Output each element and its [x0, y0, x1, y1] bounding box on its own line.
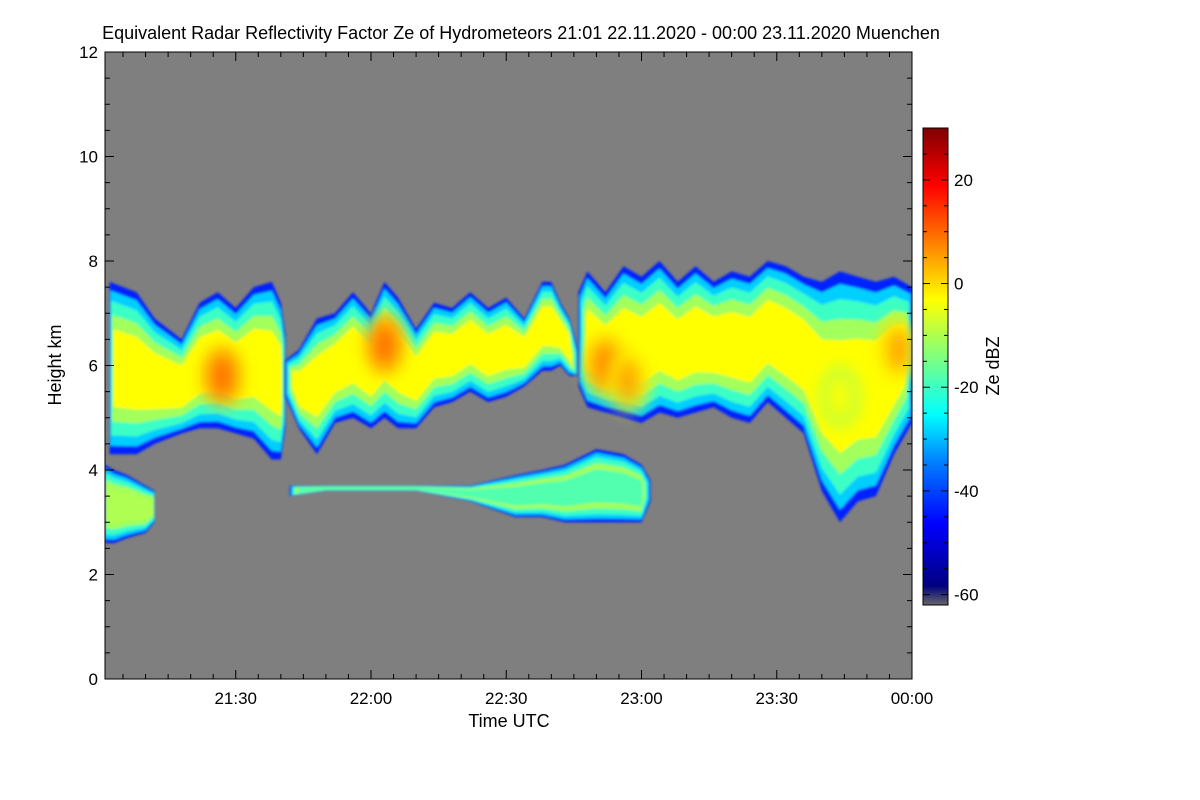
y-tick-label: 10 [79, 148, 98, 167]
x-tick-label: 23:30 [755, 689, 798, 708]
colorbar-tick-label: -60 [954, 586, 979, 605]
y-tick-label: 8 [89, 252, 98, 271]
echo-region [109, 281, 286, 460]
colorbar-label: Ze dBZ [983, 336, 1003, 395]
colorbar-axis: 20 0 -20 -40 -60 [923, 127, 979, 605]
echo-region [289, 449, 651, 523]
axes: 21:30 22:00 22:30 23:00 23:30 00:00 0 2 4 6 8 10 12 [79, 43, 933, 708]
colorbar-tick-label: -40 [954, 482, 979, 501]
colorbar-tick-label: 20 [954, 171, 973, 190]
reflectivity-core [876, 317, 912, 382]
echo-band [106, 486, 154, 523]
reflectivity-core [817, 364, 862, 429]
chart-title: Equivalent Radar Reflectivity Factor Ze … [102, 23, 940, 43]
x-tick-label: 22:00 [350, 689, 393, 708]
reflectivity-core [362, 312, 407, 377]
core-layer [200, 312, 912, 429]
echo-region [578, 261, 912, 523]
x-tick-label: 00:00 [891, 689, 934, 708]
y-tick-label: 4 [89, 461, 98, 480]
echo-layer [105, 261, 912, 544]
colorbar [922, 127, 949, 606]
colorbar-tick-label: -20 [954, 378, 979, 397]
echo-band [297, 469, 643, 507]
colorbar-tick-label: 0 [954, 275, 963, 294]
echo-region [105, 464, 155, 544]
y-tick-label: 2 [89, 566, 98, 585]
x-axis-label: Time UTC [468, 711, 549, 731]
x-tick-label: 22:30 [485, 689, 528, 708]
y-tick-label: 0 [89, 670, 98, 689]
x-tick-label: 23:00 [620, 689, 663, 708]
y-tick-label: 6 [89, 357, 98, 376]
echo-region [285, 281, 579, 455]
x-tick-label: 21:30 [214, 689, 257, 708]
echo-band [291, 306, 572, 417]
y-axis-label: Height km [45, 324, 65, 405]
reflectivity-core [605, 349, 650, 414]
reflectivity-core [200, 343, 245, 408]
y-tick-label: 12 [79, 43, 98, 62]
